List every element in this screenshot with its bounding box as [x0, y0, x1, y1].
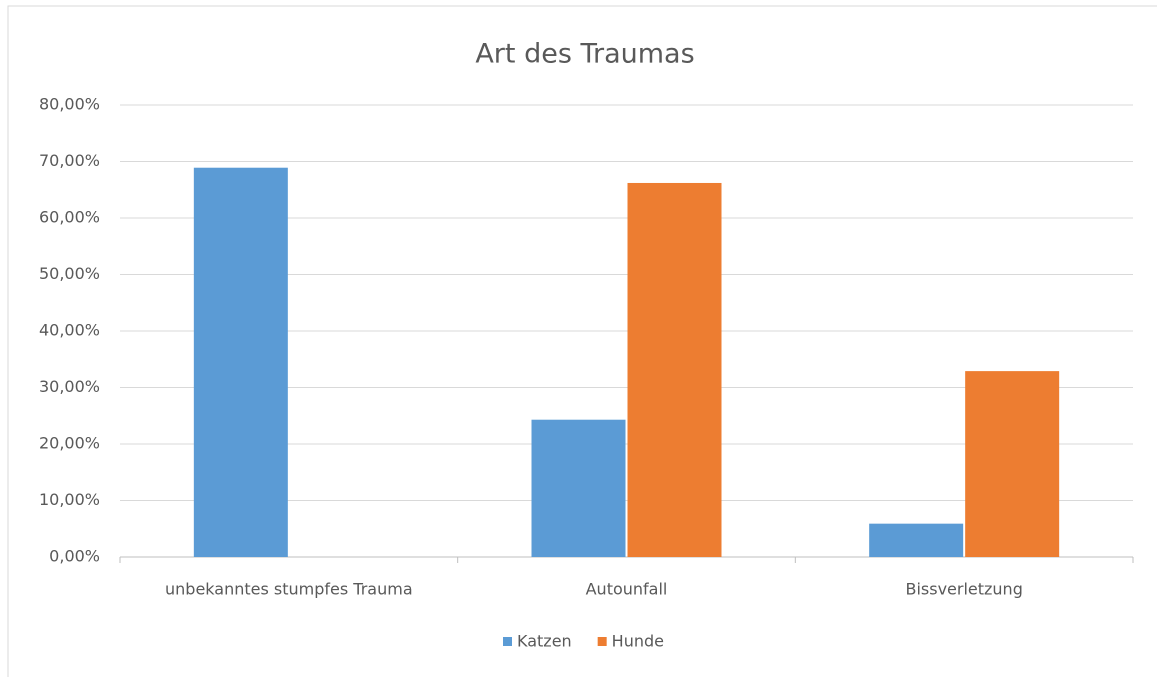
y-tick-label: 0,00%: [49, 547, 100, 566]
legend-label: Katzen: [517, 632, 572, 651]
bar: [627, 182, 722, 557]
y-tick-label: 60,00%: [39, 208, 100, 227]
x-tick-label: Autounfall: [586, 580, 668, 599]
legend-swatch: [597, 637, 607, 646]
x-tick-label: unbekanntes stumpfes Trauma: [165, 580, 413, 599]
x-tick-label: Bissverletzung: [905, 580, 1022, 599]
chart-title: Art des Traumas: [475, 39, 694, 70]
bar: [193, 167, 288, 557]
bar: [965, 371, 1060, 557]
y-tick-label: 40,00%: [39, 321, 100, 340]
bar: [531, 419, 626, 557]
y-tick-label: 70,00%: [39, 151, 100, 170]
y-tick-label: 30,00%: [39, 377, 100, 396]
legend-swatch: [503, 637, 512, 646]
legend-label: Hunde: [612, 632, 664, 651]
y-tick-label: 80,00%: [39, 95, 100, 114]
y-tick-label: 10,00%: [39, 490, 100, 509]
bar: [869, 523, 964, 557]
y-tick-label: 50,00%: [39, 264, 100, 283]
chart-border: [7, 5, 1157, 681]
y-tick-label: 20,00%: [39, 434, 100, 453]
